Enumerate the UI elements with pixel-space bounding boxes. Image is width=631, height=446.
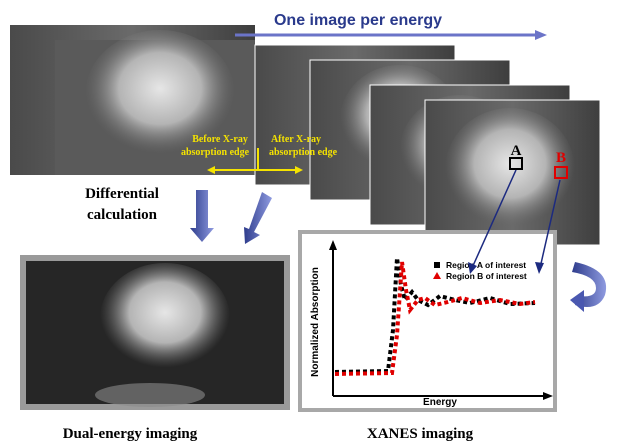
- edge-label: absorption edge: [181, 147, 250, 158]
- edge-label: After X-ray: [271, 134, 321, 145]
- plot-frame: [300, 232, 555, 410]
- legend-label: Region B of interest: [446, 271, 527, 281]
- region-label: B: [556, 150, 566, 166]
- sample-blob: [95, 383, 205, 407]
- region-label: A: [511, 143, 522, 159]
- arrow-head: [570, 290, 584, 312]
- arrow-head: [535, 30, 547, 40]
- diagram: One image per energy Before X-ray absorp…: [0, 0, 631, 446]
- y-axis-label: Normalized Absorption: [310, 267, 321, 377]
- caption: Dual-energy imaging: [63, 426, 198, 442]
- process-label: calculation: [87, 207, 158, 223]
- sample-blob: [100, 263, 230, 373]
- legend-marker: [434, 262, 440, 268]
- process-arrow: [190, 190, 214, 242]
- x-axis-label: Energy: [423, 397, 457, 408]
- legend-label: Region A of interest: [446, 260, 526, 270]
- title: One image per energy: [274, 12, 442, 29]
- caption: XANES imaging: [367, 426, 474, 442]
- process-arrow: [244, 192, 272, 244]
- edge-label: absorption edge: [269, 147, 338, 158]
- edge-label: Before X-ray: [192, 134, 248, 145]
- process-label: Differential: [85, 186, 159, 202]
